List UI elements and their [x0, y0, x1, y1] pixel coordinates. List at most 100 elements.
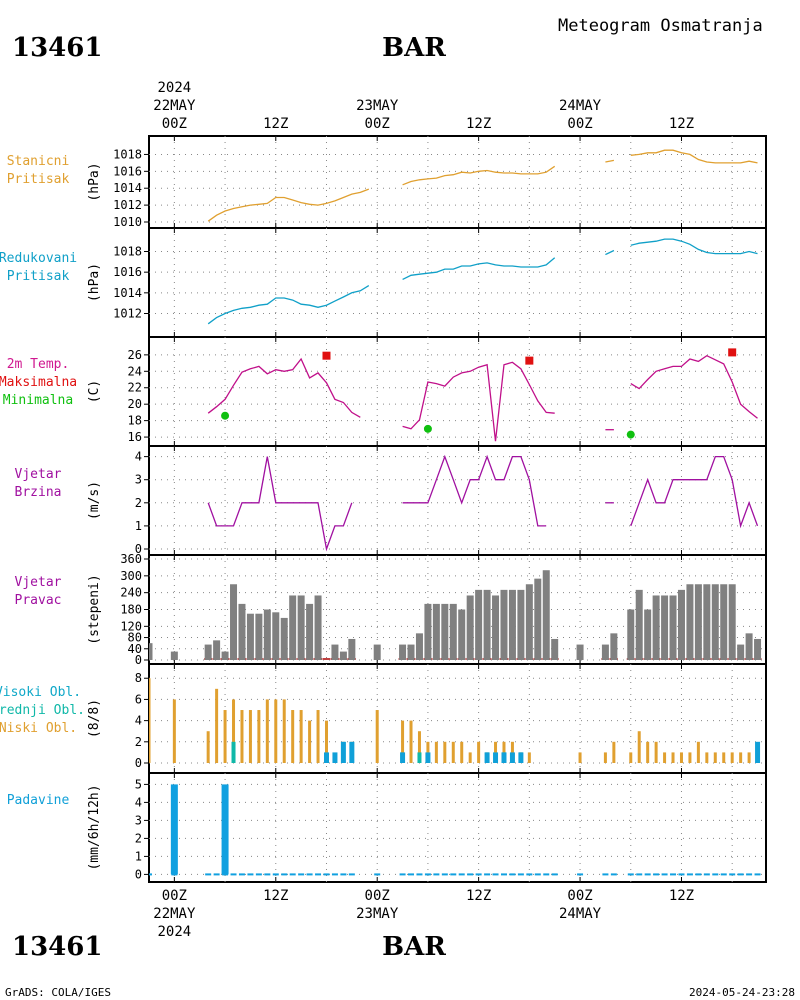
bottom-hour-label: 12Z	[669, 888, 694, 904]
series-line	[630, 455, 759, 529]
bar	[213, 640, 221, 660]
bar	[297, 595, 305, 660]
y-tick-label: 0	[135, 867, 142, 881]
panel-legend-label: Maksimalna	[0, 375, 77, 390]
series-line	[605, 249, 615, 256]
bar	[501, 752, 507, 763]
bar	[737, 644, 745, 660]
y-axis-label: (m/s)	[87, 481, 102, 520]
y-axis-label: (C)	[87, 380, 102, 403]
plot-area	[207, 454, 759, 552]
bar	[534, 578, 542, 660]
bar	[417, 752, 422, 763]
top-hour-label: 00Z	[162, 116, 187, 132]
series-line	[605, 159, 615, 163]
y-tick-label: 240	[120, 586, 142, 600]
top-date-label: 22MAY	[153, 98, 196, 114]
bar	[265, 699, 269, 763]
generated-timestamp: 2024-05-24-23:28	[689, 986, 795, 999]
bar	[578, 752, 582, 763]
y-tick-label: 20	[128, 397, 142, 411]
bar	[610, 633, 618, 660]
y-tick-label: 24	[128, 364, 142, 378]
bar	[401, 720, 405, 763]
top-hour-label: 00Z	[365, 116, 390, 132]
panel-precipitation: 0 1 2 3 4 5 (mm/6h/12h) Padavine	[7, 772, 767, 883]
bottom-hour-label: 00Z	[365, 888, 390, 904]
panel-reduced-pressure: 1012 1014 1016 1018 (hPa) Redukovani Pritisak	[0, 227, 767, 338]
top-hour-label: 12Z	[263, 116, 288, 132]
bar	[332, 752, 338, 763]
bar	[425, 752, 431, 763]
y-tick-label: 0	[135, 542, 142, 556]
panel-frame	[148, 336, 767, 447]
bar	[170, 784, 178, 875]
bar	[407, 644, 415, 660]
bar	[508, 589, 516, 660]
y-tick-label: 1010	[113, 215, 142, 229]
bar	[248, 710, 252, 763]
bar	[443, 741, 447, 763]
y-tick-label: 4	[135, 795, 142, 809]
y-axis-label: (mm/6h/12h)	[87, 784, 102, 870]
bar	[694, 584, 702, 660]
series-line	[402, 454, 547, 527]
y-tick-label: 2	[135, 735, 142, 749]
bar	[629, 752, 633, 763]
y-tick-label: 5	[135, 777, 142, 791]
bar	[679, 752, 683, 763]
bar	[306, 603, 314, 660]
y-tick-label: 3	[135, 473, 142, 487]
y-tick-label: 120	[120, 619, 142, 633]
y-tick-label: 360	[120, 552, 142, 566]
bar	[399, 644, 407, 660]
station-name-bottom: BAR	[382, 932, 446, 962]
bar	[468, 752, 472, 763]
bar	[755, 741, 761, 763]
y-tick-label: 300	[120, 569, 142, 583]
y-tick-label: 8	[135, 671, 142, 685]
bar	[340, 741, 346, 763]
bar	[441, 603, 449, 660]
y-tick-label: 2	[135, 496, 142, 510]
y-tick-label: 26	[128, 348, 142, 362]
credit-text: GrADS: COLA/IGES	[5, 986, 111, 999]
bar	[204, 644, 212, 660]
bottom-date-label: 24MAY	[559, 906, 602, 922]
series-line	[630, 354, 758, 419]
bar	[375, 710, 379, 763]
y-tick-label: 1014	[113, 286, 142, 300]
bar	[215, 688, 219, 763]
y-tick-label: 1018	[113, 147, 142, 161]
bar	[274, 699, 278, 763]
bar	[434, 741, 438, 763]
bar	[722, 752, 726, 763]
bar	[172, 699, 176, 763]
bar	[603, 752, 607, 763]
y-tick-label: 22	[128, 381, 142, 395]
y-tick-label: 2	[135, 831, 142, 845]
bar	[711, 584, 719, 660]
bar	[331, 644, 339, 660]
y-axis-label: (stepeni)	[87, 574, 102, 644]
bar	[257, 710, 261, 763]
plot-area	[207, 348, 758, 442]
bottom-year-label: 2024	[157, 924, 191, 940]
bar	[339, 651, 347, 660]
bar	[492, 595, 500, 660]
panel-legend-label: Pravac	[15, 593, 62, 608]
bar	[517, 589, 525, 660]
panel-legend-label: Redukovani	[0, 251, 77, 266]
top-hour-label: 00Z	[567, 116, 592, 132]
bar	[644, 609, 652, 660]
y-tick-label: 0	[135, 756, 142, 770]
bar	[745, 633, 753, 660]
bar	[720, 584, 728, 660]
bar	[409, 720, 413, 763]
bar	[230, 584, 238, 660]
bottom-date-label: 23MAY	[356, 906, 399, 922]
y-tick-label: 18	[128, 414, 142, 428]
plot-area	[149, 678, 761, 763]
